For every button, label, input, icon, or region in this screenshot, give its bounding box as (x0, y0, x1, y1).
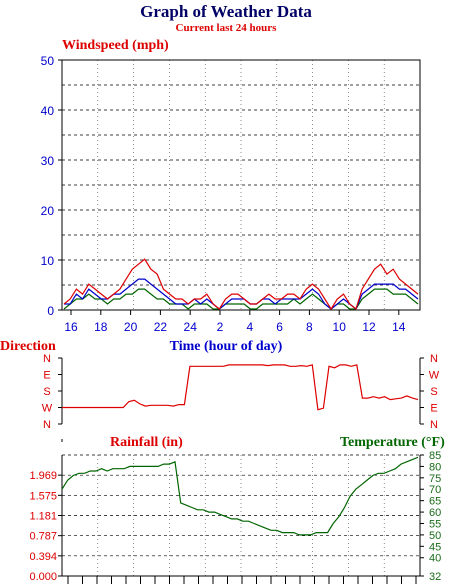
rainfall-ytick-label: 1.575 (29, 490, 57, 502)
time-xtick-label: 14 (392, 320, 406, 334)
time-xtick-label: 12 (362, 320, 376, 334)
direction-axis-label: Direction (0, 339, 56, 354)
windspeed-ytick-label: 20 (41, 204, 55, 218)
windspeed-series-line (63, 258, 419, 311)
chart-title: Graph of Weather Data (140, 2, 312, 21)
rainfall-ytick-label: 0.000 (29, 571, 57, 583)
windspeed-ytick-label: 10 (41, 254, 55, 268)
time-xtick-label: 20 (124, 320, 138, 334)
time-xtick-label: 22 (154, 320, 168, 334)
direction-ytick-label: N (43, 419, 51, 431)
time-xtick-label: 24 (184, 320, 198, 334)
rainfall-ytick-label: 1.969 (29, 470, 57, 482)
chart-subtitle: Current last 24 hours (176, 22, 278, 34)
rainfall-axis-label: Rainfall (in) (110, 435, 183, 450)
time-xtick-label: 2 (217, 320, 224, 334)
direction-ytick-label: E (43, 370, 50, 382)
time-xtick-label: 6 (276, 320, 283, 334)
time-xtick-label: 18 (94, 320, 108, 334)
windspeed-ytick-label: 0 (47, 304, 54, 318)
windspeed-ytick-label: 50 (41, 54, 55, 68)
temperature-ytick-label: 50 (429, 530, 441, 542)
temperature-series-line (61, 456, 419, 536)
direction-ytick-label: S (43, 386, 50, 398)
windspeed-series-line (63, 288, 419, 310)
direction-ytick-right-label: N (430, 353, 438, 365)
direction-ytick-right-label: S (430, 386, 437, 398)
temperature-ytick-label: 40 (429, 553, 441, 565)
windspeed-plot-frame (61, 59, 421, 311)
temperature-ytick-label: 70 (429, 484, 441, 496)
windspeed-ytick-label: 30 (41, 154, 55, 168)
time-xtick-label: 4 (246, 320, 253, 334)
temperature-ytick-label: 60 (429, 507, 441, 519)
temperature-ytick-label: 65 (429, 496, 441, 508)
time-xtick-label: 10 (333, 320, 347, 334)
time-xtick-label: 8 (306, 320, 313, 334)
direction-ytick-right-label: N (430, 419, 438, 431)
time-axis-label: Time (hour of day) (170, 339, 283, 354)
temperature-ytick-label: 32 (429, 571, 441, 583)
temperature-axis-label: Temperature (°F) (340, 435, 445, 450)
windspeed-ytick-label: 40 (41, 104, 55, 118)
rainfall-ytick-label: 1.181 (29, 511, 57, 523)
windspeed-axis-label: Windspeed (mph) (62, 38, 169, 53)
temperature-ytick-label: 85 (429, 450, 441, 462)
direction-ytick-label: W (42, 403, 53, 415)
rainfall-ytick-label: 0.787 (29, 531, 57, 543)
direction-ytick-label: N (43, 353, 51, 365)
rainfall-ytick-label: 0.394 (29, 551, 57, 563)
temperature-ytick-label: 75 (429, 473, 441, 485)
temperature-ytick-label: 80 (429, 461, 441, 473)
direction-series-line (62, 364, 419, 411)
direction-ytick-right-label: W (429, 370, 440, 382)
temperature-ytick-label: 55 (429, 518, 441, 530)
temperature-ytick-label: 45 (429, 541, 441, 553)
direction-ytick-right-label: E (430, 403, 437, 415)
time-xtick-label: 16 (64, 320, 78, 334)
windspeed-series-line (64, 278, 419, 310)
